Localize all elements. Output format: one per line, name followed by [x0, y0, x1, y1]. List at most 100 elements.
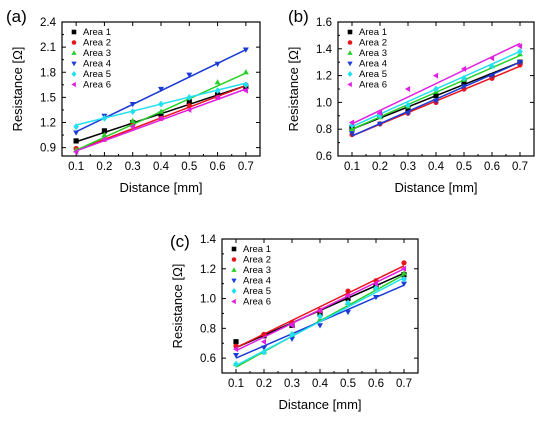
data-point	[516, 43, 523, 50]
series-5	[233, 275, 407, 368]
legend-label: Area 5	[83, 69, 111, 80]
data-point	[517, 60, 523, 66]
data-point	[214, 87, 221, 95]
data-point	[101, 114, 108, 122]
y-tick-label: 0.8	[316, 124, 332, 136]
legend-label: Area 2	[243, 255, 271, 266]
legend-marker	[71, 50, 77, 55]
x-tick-label: 0.3	[125, 161, 141, 173]
x-tick-label: 0.5	[340, 378, 356, 390]
legend-marker	[231, 267, 237, 272]
panel-label: (a)	[6, 7, 27, 26]
legend-label: Area 5	[243, 286, 271, 297]
data-point	[433, 98, 439, 105]
x-tick-label: 0.1	[68, 161, 84, 173]
legend-marker	[347, 71, 353, 77]
y-tick-label: 1.6	[316, 17, 332, 29]
y-tick-label: 1.0	[316, 97, 332, 109]
x-tick-label: 0.6	[210, 161, 226, 173]
data-point	[214, 79, 221, 85]
y-tick-label: 0.6	[200, 353, 216, 365]
x-tick-label: 0.6	[484, 161, 500, 173]
y-tick-label: 0.8	[200, 323, 216, 335]
data-point	[404, 86, 411, 92]
x-tick-label: 0.7	[512, 161, 528, 173]
series-6	[348, 42, 523, 126]
y-axis-label: Resistance [Ω]	[286, 47, 301, 132]
data-point	[233, 360, 239, 368]
data-point	[345, 288, 351, 294]
legend-label: Area 2	[359, 38, 387, 49]
x-tick-label: 0.1	[228, 378, 244, 390]
data-point	[242, 47, 249, 53]
data-point	[288, 322, 295, 329]
data-point	[373, 294, 379, 301]
legend-marker	[347, 81, 352, 88]
legend-marker	[231, 246, 237, 252]
data-point	[461, 74, 467, 82]
legend-marker	[347, 29, 353, 35]
legend-marker	[71, 61, 77, 67]
data-point	[129, 108, 136, 115]
data-point	[432, 72, 439, 79]
legend-marker	[231, 257, 237, 262]
x-tick-label: 0.7	[396, 378, 412, 390]
y-tick-label: 1.4	[200, 234, 217, 246]
data-point	[261, 348, 267, 356]
chart-panel-c: (c) 0.1 0.2 0.3 0.4 0.5 0.6 0.7 0.6 0.8 1.0 1.2 1.4 D…	[170, 232, 419, 412]
data-point	[186, 103, 192, 109]
legend-marker	[231, 278, 237, 284]
y-tick-label: 0.6	[316, 151, 332, 163]
legend-label: Area 6	[83, 80, 111, 91]
series-1	[73, 83, 249, 144]
legend-label: Area 1	[83, 27, 111, 38]
legend-label: Area 6	[359, 80, 387, 91]
data-point	[345, 309, 351, 316]
legend-marker	[347, 50, 353, 55]
data-point	[214, 61, 221, 67]
data-point	[433, 93, 439, 99]
data-point	[158, 108, 164, 114]
legend-marker	[71, 71, 77, 77]
y-tick-label: 1.8	[40, 67, 56, 79]
x-tick-label: 0.2	[96, 161, 112, 173]
data-point	[377, 121, 383, 127]
legend-label: Area 4	[83, 59, 111, 70]
legend-label: Area 4	[359, 59, 387, 70]
legend-label: Area 3	[359, 48, 387, 59]
data-point	[400, 265, 407, 272]
data-point	[289, 336, 295, 342]
data-point	[232, 346, 239, 353]
panel-label: (b)	[288, 7, 309, 26]
series-5	[73, 81, 249, 131]
data-point	[242, 69, 249, 75]
data-point	[214, 94, 220, 101]
data-point	[460, 65, 467, 72]
y-tick-label: 1.2	[40, 118, 56, 130]
x-tick-label: 0.7	[238, 161, 254, 173]
data-point	[129, 123, 135, 130]
data-point	[158, 100, 164, 108]
data-point	[344, 292, 351, 299]
data-point	[316, 307, 323, 314]
data-point	[73, 148, 79, 155]
chart-panel-b: (b) 0.1 0.2 0.3 0.4 0.5 0.6 0.7 0.6 0.8 1.0 1.2 1.4 1…	[286, 7, 535, 195]
legend-marker	[71, 40, 77, 45]
chart-panel-a: (a) 0.1 0.2 0.3 0.4 0.5 0.6 0.7 0.9 1.2 1.5 1.8 2.1 2…	[6, 7, 261, 195]
data-point	[348, 119, 355, 126]
data-point	[129, 117, 136, 123]
data-point	[376, 110, 383, 117]
data-point	[488, 55, 495, 62]
series-6	[73, 87, 248, 155]
data-point	[186, 106, 192, 113]
data-point	[73, 123, 80, 131]
legend-label: Area 5	[359, 69, 387, 80]
data-point	[433, 85, 439, 93]
x-axis-label: Distance [mm]	[394, 180, 477, 195]
data-point	[517, 48, 523, 55]
legend-label: Area 2	[83, 38, 111, 49]
x-axis-label: Distance [mm]	[119, 180, 202, 195]
